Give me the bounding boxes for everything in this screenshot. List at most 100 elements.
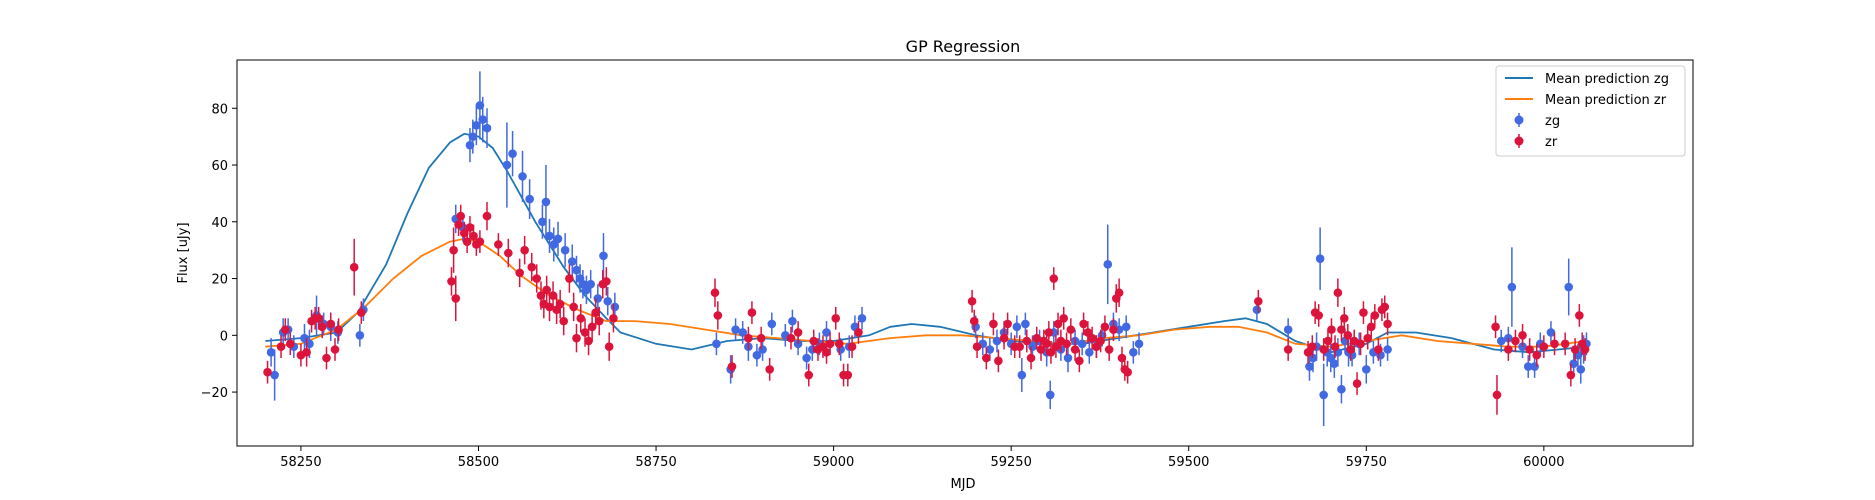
data-point-zr: [494, 240, 503, 249]
data-point-zr: [447, 277, 456, 286]
data-point-zr: [1550, 339, 1559, 349]
data-point-zr: [302, 348, 311, 357]
data-point-zr: [847, 342, 857, 351]
data-point-zr: [1254, 296, 1263, 306]
x-tick-label: 58250: [280, 455, 321, 470]
data-point-zr: [843, 370, 853, 380]
data-point-zr: [462, 237, 472, 246]
data-point-zr: [542, 285, 551, 295]
x-tick-label: 60000: [1523, 455, 1564, 470]
data-point-zr: [532, 274, 542, 283]
data-point-zr: [1339, 313, 1349, 323]
y-tick-label: 0: [220, 329, 228, 344]
data-point-zr: [1075, 356, 1084, 366]
data-point-zg: [1496, 336, 1506, 346]
data-point-zr: [1511, 336, 1520, 346]
data-point-zr: [548, 291, 558, 300]
legend-label-mean-zr: Mean prediction zr: [1545, 93, 1667, 108]
data-point-zg: [586, 279, 596, 289]
data-point-zg: [599, 251, 608, 261]
data-point-zr: [1327, 325, 1336, 334]
data-point-zr: [580, 328, 590, 337]
data-point-zr: [1104, 345, 1114, 354]
data-point-zr: [576, 313, 586, 323]
data-point-zr: [1539, 342, 1549, 351]
data-point-zg: [712, 339, 721, 349]
data-point-zr: [555, 299, 565, 309]
data-point-zg: [538, 217, 547, 227]
data-point-zg: [1507, 282, 1517, 292]
data-point-zr: [349, 262, 359, 272]
data-point-zr: [545, 302, 554, 312]
data-point-zr: [449, 245, 458, 255]
data-point-zr: [1374, 345, 1383, 354]
data-point-zr: [1366, 322, 1376, 332]
x-tick-label: 58500: [458, 455, 499, 470]
data-point-zr: [854, 328, 863, 337]
data-point-zg: [468, 132, 478, 141]
data-point-zr: [1363, 333, 1373, 343]
data-point-zr: [727, 362, 737, 371]
data-point-zr: [482, 211, 492, 221]
data-point-zg: [1576, 365, 1586, 374]
data-point-zr: [809, 336, 819, 346]
data-point-zr: [594, 316, 604, 326]
x-tick-label: 59250: [990, 455, 1031, 470]
data-point-zr: [1049, 274, 1059, 283]
data-point-zr: [1015, 342, 1024, 351]
data-point-zr: [1096, 336, 1105, 346]
y-tick-label: 60: [211, 159, 228, 174]
data-point-zr: [1575, 311, 1584, 320]
x-axis-label: MJD: [950, 477, 975, 492]
data-point-zr: [1566, 370, 1576, 380]
data-point-zg: [1121, 322, 1131, 332]
data-point-zr: [263, 367, 272, 377]
data-point-zr: [999, 333, 1009, 343]
data-point-zr: [1079, 319, 1088, 329]
x-tick-label: 59000: [813, 455, 854, 470]
data-point-zr: [1333, 288, 1343, 298]
data-point-zg: [1012, 322, 1022, 332]
data-point-zr: [972, 342, 982, 351]
data-point-zg: [1021, 319, 1030, 329]
chart-title: GP Regression: [906, 37, 1021, 56]
data-point-zr: [330, 345, 340, 354]
data-point-zr: [804, 370, 814, 380]
data-point-zg: [1337, 384, 1346, 394]
data-point-zg: [1252, 305, 1262, 315]
data-point-zr: [1532, 350, 1542, 360]
data-point-zr: [1560, 339, 1570, 349]
axes-frame: [236, 59, 1694, 447]
data-point-zr: [1123, 367, 1132, 377]
data-point-zg: [752, 350, 762, 360]
data-point-zg: [572, 265, 581, 275]
legend-marker-zr: [1514, 136, 1524, 146]
data-point-zr: [572, 333, 581, 343]
data-point-zg: [802, 353, 811, 363]
data-point-zr: [1518, 331, 1527, 340]
data-point-zr: [982, 353, 991, 363]
data-point-zr: [602, 277, 611, 286]
legend-item-zg: zg: [1514, 113, 1560, 129]
data-point-zr: [713, 311, 723, 320]
legend-marker-zg: [1514, 115, 1524, 125]
data-point-zr: [559, 316, 569, 326]
data-point-zg: [525, 194, 534, 204]
data-point-zr: [831, 313, 841, 323]
data-point-zr: [1114, 288, 1124, 298]
data-point-zr: [1330, 342, 1340, 351]
legend-label-mean-zg: Mean prediction zg: [1545, 72, 1669, 87]
data-point-zg: [1077, 339, 1087, 349]
data-point-zr: [834, 339, 844, 349]
data-point-zr: [786, 333, 796, 343]
data-point-zr: [569, 302, 578, 312]
data-point-zr: [1570, 345, 1580, 354]
data-point-zg: [1129, 348, 1138, 357]
data-point-zg: [758, 345, 767, 354]
data-point-zr: [1383, 319, 1392, 329]
data-point-zg: [1315, 254, 1325, 263]
data-point-zg: [738, 328, 747, 337]
data-point-zg: [508, 149, 517, 158]
data-point-zr: [591, 308, 600, 317]
